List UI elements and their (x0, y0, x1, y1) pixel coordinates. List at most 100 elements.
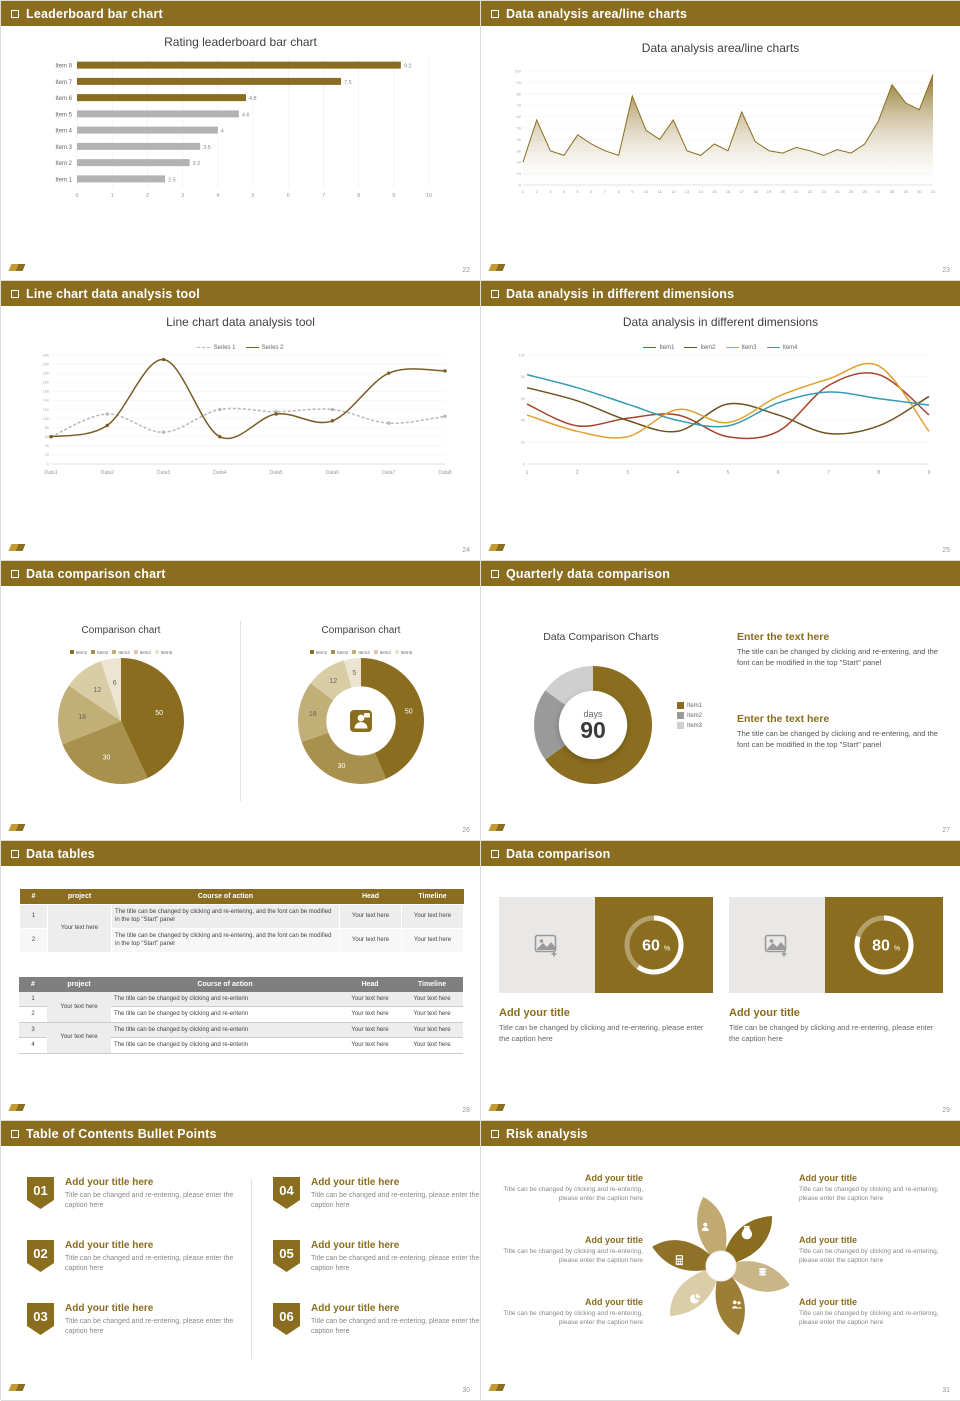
svg-text:8: 8 (618, 189, 621, 194)
svg-text:3: 3 (549, 189, 552, 194)
svg-text:28: 28 (890, 189, 895, 194)
svg-text:25: 25 (849, 189, 854, 194)
page-number: 23 (942, 267, 950, 274)
toc-caption: Title can be changed and re-entering, pl… (311, 1255, 480, 1272)
brand-logo (8, 544, 28, 552)
slide-data-tables[interactable]: Data tables # project Course of action H… (1, 841, 481, 1121)
slide-header-title: Leaderboard bar chart (26, 6, 163, 21)
donut-center-label: days 90 (559, 691, 627, 759)
slide-data-comparison-chart[interactable]: Data comparison chart Comparison chart C… (1, 561, 481, 841)
chart-title: Rating leaderboard bar chart (164, 35, 317, 49)
svg-text:5: 5 (577, 189, 580, 194)
svg-text:1: 1 (526, 470, 529, 476)
svg-text:31: 31 (931, 189, 936, 194)
svg-text:Item 2: Item 2 (55, 161, 72, 167)
table-row: 2 The title can be changed by clicking a… (19, 1006, 463, 1023)
svg-text:30: 30 (338, 763, 346, 770)
page-number: 30 (462, 1387, 470, 1394)
table-cell: The title can be changed by clicking and… (111, 904, 340, 929)
svg-text:70: 70 (517, 103, 522, 108)
svg-text:10: 10 (644, 189, 649, 194)
slide-area-line-charts[interactable]: Data analysis area/line charts Data anal… (481, 1, 960, 281)
legend-swatch (112, 650, 117, 654)
text-block-body: The title can be changed by clicking and… (737, 729, 938, 749)
svg-text:100: 100 (43, 417, 49, 421)
table-cell: The title can be changed by clicking and… (111, 1037, 339, 1054)
svg-text:220: 220 (43, 362, 49, 366)
table-cell: Your text here (401, 1037, 463, 1054)
risk-title: Add your title (799, 1297, 857, 1307)
table-cell: 1 (19, 992, 47, 1008)
svg-text:10: 10 (517, 171, 522, 176)
toc-title: Add your title here (65, 1240, 154, 1251)
table-row: 1 Your text here The title can be change… (19, 992, 463, 1023)
legend-item: Item3 (677, 722, 727, 729)
risk-block: Add your title Title can be changed by cl… (496, 1173, 643, 1203)
legend-swatch (133, 650, 138, 654)
donut-title: Data Comparison Charts (543, 631, 659, 643)
slide-header-title: Quarterly data comparison (506, 566, 671, 581)
svg-text:20: 20 (45, 453, 49, 457)
comparison-card: 60% (499, 897, 713, 993)
text-block: Enter the text here The title can be cha… (737, 631, 945, 669)
svg-text:40: 40 (521, 419, 525, 423)
risk-caption: Title can be changed by clicking and re-… (503, 1310, 643, 1327)
multi-line-legend: Item1 Item2 Item3 Item4 (481, 335, 960, 353)
days-donut-chart (529, 661, 657, 789)
col-header: Head (339, 977, 401, 992)
leaderboard-bar-chart: 0 1 2 3 4 5 6 7 8 9 10 Item 8 9.2 Item 7 7.5 Item 6 4.8 I… (31, 55, 451, 201)
col-header: project (47, 977, 111, 992)
svg-text:3.2: 3.2 (193, 161, 201, 167)
table-cell: Your text here (339, 1006, 401, 1023)
slide-header-title: Data analysis in different dimensions (506, 286, 735, 301)
toc-number-badge: 03 (27, 1303, 54, 1335)
toc-caption: Title can be changed and re-entering, pl… (311, 1318, 480, 1335)
svg-text:90: 90 (517, 80, 522, 85)
slide-dimensions-analysis[interactable]: Data analysis in different dimensions Da… (481, 281, 960, 561)
slide-data-comparison[interactable]: Data comparison 60% Add your title Title… (481, 841, 960, 1121)
table-cell: Your text here (401, 904, 464, 929)
page-number: 24 (462, 547, 470, 554)
bullet-square-icon (11, 569, 19, 578)
slide-line-chart-tool[interactable]: Line chart data analysis tool Line chart… (1, 281, 481, 561)
col-header: Course of action (111, 889, 340, 905)
slide-header: Line chart data analysis tool (1, 281, 480, 306)
page-number: 28 (462, 1107, 470, 1114)
svg-text:26: 26 (862, 189, 867, 194)
svg-text:24: 24 (835, 189, 840, 194)
col-header: # (19, 889, 48, 905)
svg-text:5: 5 (352, 670, 356, 677)
toc-item: 02 Add your title here Title can be chang… (27, 1240, 239, 1274)
svg-text:Item 1: Item 1 (55, 177, 72, 183)
table-row: 2 The title can be changed by clicking a… (19, 927, 464, 953)
legend-item: Item4 (133, 650, 151, 655)
brand-logo (8, 1384, 28, 1392)
card-caption: Title can be changed by clicking and re-… (729, 1023, 934, 1043)
slide-header: Data analysis in different dimensions (481, 281, 960, 306)
slide-quarterly-comparison[interactable]: Quarterly data comparison Data Compariso… (481, 561, 960, 841)
comparison-pie-chart: 50 30 18 12 6 (53, 653, 189, 789)
slide-leaderboard-bar-chart[interactable]: Leaderboard bar chart Rating leaderboard… (1, 1, 481, 281)
text-block-title: Enter the text here (737, 631, 830, 643)
toc-item: 04 Add your title here Title can be chang… (273, 1177, 480, 1211)
table-row: 1 Your text here The title can be change… (19, 904, 464, 953)
slide-risk-analysis[interactable]: Risk analysis Add your title Title can be… (481, 1121, 960, 1401)
svg-text:Data5: Data5 (269, 470, 283, 476)
page-number: 26 (462, 827, 470, 834)
bullet-square-icon (11, 289, 19, 298)
table-header-row: # project Course of action Head Timeline (19, 889, 464, 905)
svg-text:60: 60 (642, 938, 660, 955)
svg-text:Data8: Data8 (438, 470, 452, 476)
svg-text:11: 11 (658, 189, 663, 194)
svg-text:Item 8: Item 8 (55, 64, 72, 70)
slide-header: Risk analysis (481, 1121, 960, 1146)
table-cell: Your text here (47, 904, 112, 953)
svg-text:4.6: 4.6 (242, 112, 250, 118)
svg-text:3.5: 3.5 (203, 145, 211, 151)
slide-toc-bullet-points[interactable]: Table of Contents Bullet Points 01 Add y… (1, 1121, 481, 1401)
data-table-1: # project Course of action Head Timeline… (19, 889, 464, 953)
bullet-square-icon (491, 849, 499, 858)
svg-text:5: 5 (727, 470, 730, 476)
toc-item: 06 Add your title here Title can be chang… (273, 1303, 480, 1337)
svg-text:80: 80 (517, 91, 522, 96)
